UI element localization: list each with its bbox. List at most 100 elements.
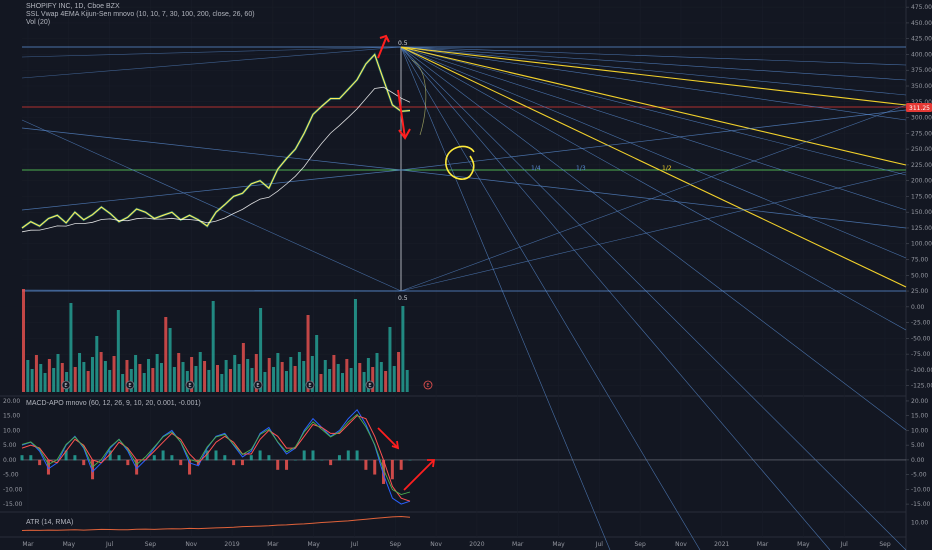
macd-tick-label-right: -5.00	[911, 472, 927, 479]
volume-bar	[203, 361, 207, 392]
volume-bar	[198, 352, 202, 392]
volume-bar	[371, 367, 375, 392]
price-axis[interactable]: 475.00 450.00 425.00 400.00 375.00 350.00 325.…	[3, 4, 932, 526]
macd-legend[interactable]: MACD-APO mnovo (60, 12, 26, 9, 10, 20, 0…	[26, 400, 201, 408]
price-tick-label: 450.00	[911, 20, 932, 27]
volume-bar	[134, 355, 138, 392]
volume-bar	[362, 372, 366, 392]
macd-tick-label: -10.00	[3, 486, 23, 493]
price-tick-label: 425.00	[911, 36, 932, 43]
time-tick-label: Sep	[145, 541, 157, 548]
macd-tick-label: 5.00	[3, 442, 17, 449]
time-tick-label: Mar	[512, 541, 524, 548]
macd-tick-label: 0.00	[3, 457, 17, 464]
price-tick-label: -125.00	[911, 383, 932, 390]
macd-histogram-bar	[223, 455, 227, 461]
volume-bar	[90, 357, 94, 392]
volume-bar	[241, 343, 245, 392]
macd-histogram-bar	[205, 450, 209, 461]
earnings-marker	[125, 380, 135, 390]
macd-third-line	[21, 413, 411, 495]
time-tick-label: Nov	[675, 541, 687, 548]
volume-bar	[224, 360, 228, 392]
fan-ray-left	[21, 46, 402, 58]
macd-tick-label: -15.00	[3, 501, 23, 508]
volume-bar	[69, 303, 73, 392]
macd-histogram-bar	[364, 459, 368, 470]
fan-ray-mid	[400, 109, 907, 171]
fan-ray-left	[21, 46, 402, 79]
volume-bar	[388, 327, 392, 392]
volume-bar	[116, 310, 120, 392]
fan-ray-mid	[400, 169, 907, 229]
fan-ray	[400, 46, 831, 550]
atr-legend[interactable]: ATR (14, RMA)	[26, 519, 73, 527]
fan-ray	[400, 46, 907, 550]
volume-bar	[315, 335, 319, 392]
macd-pane[interactable]	[20, 408, 907, 505]
price-tick-label: 75.00	[911, 257, 928, 264]
red-arrow-up	[377, 37, 387, 59]
macd-histogram-bar	[285, 459, 289, 470]
earnings-marker-label: E	[64, 383, 67, 389]
fan-label-half: 1/2	[662, 165, 672, 172]
time-tick-label: 2021	[714, 541, 729, 548]
macd-histogram-bar	[399, 459, 403, 470]
volume-bar	[112, 356, 116, 392]
volume-bar	[39, 364, 43, 392]
macd-tick-label: -5.00	[3, 472, 19, 479]
time-tick-label: Sep	[390, 541, 402, 548]
yellow-circle-annotation	[445, 145, 475, 180]
price-tick-label: 300.00	[911, 115, 932, 122]
macd-histogram-bar	[91, 459, 95, 480]
volume-bar	[302, 361, 306, 392]
macd-histogram-bar	[161, 450, 165, 461]
fan-ray	[400, 46, 907, 121]
macd-histogram-bar	[55, 459, 59, 461]
price-pane[interactable]	[21, 52, 411, 233]
fan-ray-mid	[21, 169, 402, 211]
volume-bar	[405, 370, 409, 392]
earnings-marker-label: E	[368, 383, 371, 389]
price-tick-label: -100.00	[911, 367, 932, 374]
time-tick-label: Jul	[350, 541, 359, 548]
time-tick-label: Sep	[634, 541, 646, 548]
earnings-marker-label: E	[256, 383, 259, 389]
volume-bar	[289, 357, 293, 392]
macd-tick-label: 15.00	[3, 413, 20, 420]
atr-pane[interactable]	[21, 515, 411, 531]
price-tick-label: -50.00	[911, 335, 931, 342]
macd-histogram-bar	[329, 459, 333, 466]
main-legend[interactable]: SHOPIFY INC, 1D, Cboe BZX SSL Vwap 4EMA …	[26, 3, 255, 27]
time-tick-label: 2019	[224, 541, 239, 548]
earnings-marker-label: E	[128, 383, 131, 389]
volume-bar	[86, 371, 90, 392]
macd-histogram-bar	[117, 455, 121, 461]
time-axis[interactable]: Mar May Jul Sep Nov 2019 Mar May Jul Sep Nov 2020 Ma…	[22, 541, 891, 548]
volume-bar	[280, 362, 284, 392]
price-tick-label: 250.00	[911, 146, 932, 153]
volume-bar	[138, 364, 142, 392]
macd-histogram-bar	[337, 455, 341, 461]
volume-bar	[216, 365, 219, 392]
volume-bar	[142, 373, 146, 392]
volume-bar	[47, 359, 51, 392]
macd-histogram-bar	[46, 459, 50, 475]
volume-bar	[151, 368, 155, 392]
volume-bar	[211, 301, 215, 392]
macd-histogram-bar	[258, 450, 262, 461]
drawn-annotations	[377, 34, 475, 491]
red-arrow-down	[397, 89, 406, 139]
fan-ray	[400, 46, 907, 211]
volume-bar	[323, 360, 327, 392]
volume-bar	[207, 370, 211, 392]
fan-ray-bottom	[21, 289, 402, 292]
price-tick-label: 350.00	[911, 83, 932, 90]
earnings-marker	[185, 380, 195, 390]
volume-bar	[60, 363, 64, 392]
volume-bar	[177, 353, 181, 392]
volume-bar	[172, 367, 176, 392]
